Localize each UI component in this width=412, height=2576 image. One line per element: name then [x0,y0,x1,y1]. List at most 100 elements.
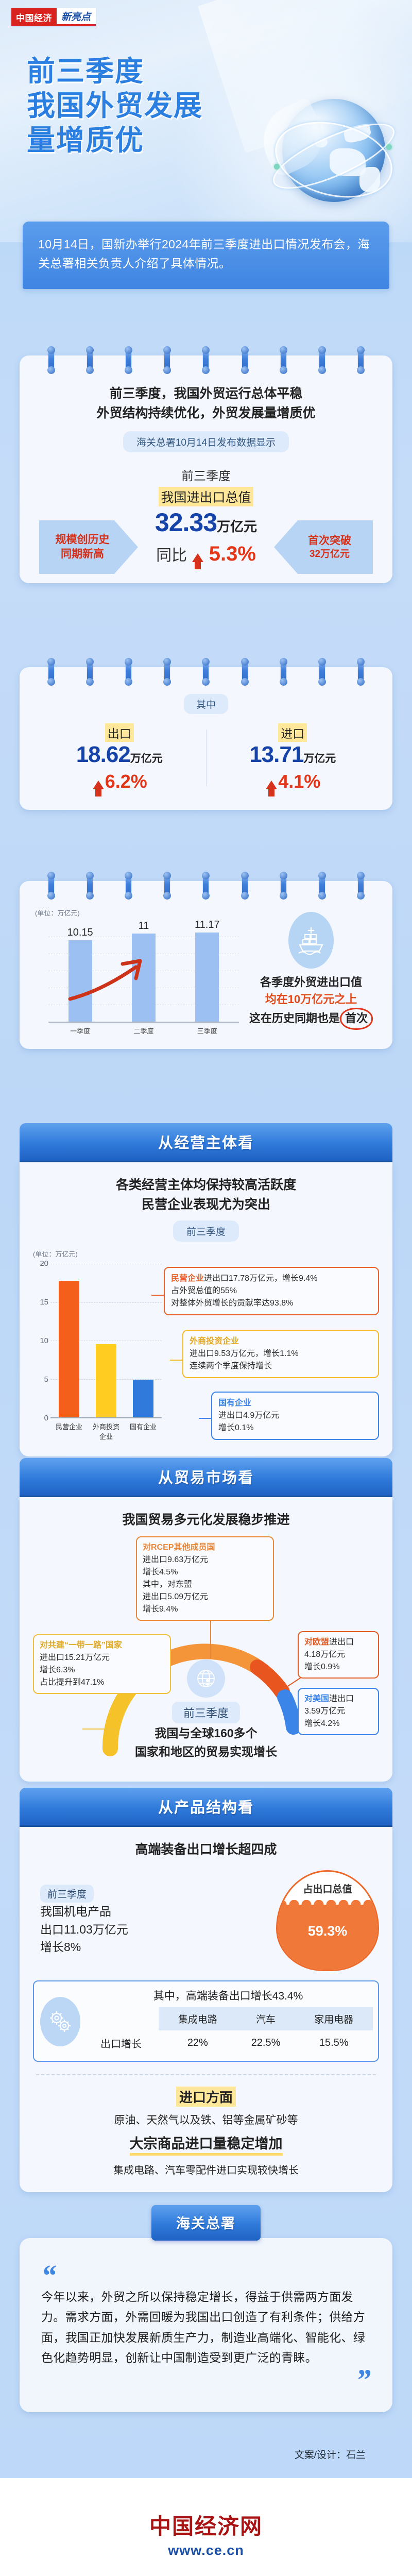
td-auto-value: 22.5% [251,2037,281,2048]
market-box-bri-l1: 进出口15.21万亿元 [40,1653,110,1662]
bar-q3-label: 11.17 [195,919,220,930]
quarterly-note-line1: 各季度外贸进出口值 [260,976,362,989]
section-customs: 海关总署 “ 今年以来，外贸之所以保持稳定增长，得益于供需两方面发力。需求方面，… [20,2205,392,2461]
bar-foreign-invested [96,1344,116,1417]
arrow-up-icon-import [266,781,278,796]
entities-callouts: 民营企业进出口17.78万亿元，增长9.4% 占外贸总值的55% 对整体外贸增长… [151,1264,379,1441]
quarterly-chart-card: (单位：万亿元) 10.15 11 11.17 [20,872,392,1049]
gears-icon [40,1996,80,2046]
quarterly-note-mark: 首次 [340,1008,373,1030]
footer-url[interactable]: www.ce.cn [168,2543,244,2558]
th-blank [83,2007,159,2030]
quote-open-icon: “ [41,2259,56,2292]
overview-total-value: 32.33 [154,508,217,537]
market-box-rcep: 对RCEP其他成员国 进出口9.63万亿元 增长4.5% 其中，对东盟 进出口5… [136,1536,274,1621]
callout-foreign-lead: 外商投资企业 [190,1337,239,1346]
footer-logo: 中国经济网 [149,2515,263,2539]
overview-metric-label: 我国进出口总值 [159,487,253,506]
globe-people-icon [187,1659,225,1698]
export-label: 出口 [105,723,134,742]
market-box-us-l2: 增长4.2% [304,1719,340,1728]
arrow-up-icon-export [92,781,104,796]
hero-banner: 中国经济 新亮点 前三季度 我国外贸发展 量增质优 [0,0,412,242]
market-box-us: 对美国进出口 3.59万亿元 增长4.2% [298,1687,379,1735]
callout-state-line3: 增长0.1% [218,1423,254,1432]
products-left-pill: 前三季度 [40,1884,94,1903]
import-bold: 大宗商品进口量稳定增加 [129,2132,283,2156]
th-auto: 汽车 [236,2007,295,2030]
entities-pill: 前三季度 [173,1221,239,1242]
import-block-products: 进口方面 原油、天然气以及铁、铝等金属矿砂等 大宗商品进口量稳定增加 集成电路、… [33,2086,379,2177]
overview-title-line2: 外贸结构持续优化，外贸发展量增质优 [96,405,316,420]
xtick-private: 民营企业 [55,1423,82,1431]
xtick-q3: 三季度 [197,1027,217,1035]
market-box-bri-lead: 对共建“一带一路”国家 [40,1640,123,1650]
import-label: 进口 [278,723,307,742]
xtick-q1: 一季度 [70,1027,91,1035]
callout-state-line2: 进出口4.9万亿元 [218,1411,280,1420]
market-box-bri-l3: 占比提升到47.1% [40,1677,105,1687]
section-products-header: 从产品结构看 [20,1788,392,1827]
customs-quote-text: 今年以来，外贸之所以保持稳定增长，得益于供需两方面发力。需求方面，外需回暖为我国… [41,2290,366,2365]
quarterly-note: 各季度外贸进出口值 均在10万亿元之上 这在历史同期也是 首次 [245,908,377,1030]
orbit-dot-2 [386,144,392,150]
ytick-5: 5 [44,1375,48,1384]
chart-plot-area: 10.15 11 11.17 [48,919,239,1023]
market-center-note: 前三季度 我国与全球160多个 国家和地区的贸易实现增长 [98,1659,314,1761]
entities-x-axis: 民营企业 外商投资企业 国有企业 [50,1421,162,1441]
brand-badge-red: 中国经济 [11,8,57,26]
overview-card: 前三季度，我国外贸运行总体平稳 外贸结构持续优化，外贸发展量增质优 海关总署10… [20,346,392,583]
overview-yoy-value: 5.3% [209,543,256,565]
td-ic-value: 22% [187,2037,208,2048]
market-box-eu-l2: 增长0.9% [304,1662,340,1671]
site-footer: 中国经济网 www.ce.cn [0,2478,412,2576]
chart-unit-label: (单位：万亿元) [35,909,80,917]
quote-close-icon: ” [356,2363,371,2397]
wing-right-line1: 首次突破 [308,534,351,547]
globe-illustration [251,87,403,225]
export-share-gauge: 占出口总值 59.3% [276,1870,379,1971]
td-row-label: 出口增长 [100,2038,142,2050]
callout-state: 国有企业 进出口4.9万亿元 增长0.1% [199,1392,379,1440]
import-heading: 进口方面 [176,2086,236,2107]
egg-shell [276,1870,379,1971]
section-market: 从贸易市场看 我国贸易多元化发展稳步推进 对RCEP其他成员 [20,1458,392,1782]
quarterly-note-line2: 均在10万亿元之上 [265,993,357,1006]
export-import-card: 其中 出口 18.62万亿元 6.2% 进口 13.71万亿元 4.1% [20,658,392,810]
market-title: 我国贸易多元化发展稳步推进 [122,1513,290,1527]
callout-private-line3: 对整体外贸增长的贡献率达93.8% [171,1299,294,1308]
high-end-equipment-table: 其中，高端装备出口增长43.4% 集成电路 汽车 家用电器 [33,1980,379,2062]
market-box-rcep-l3: 其中，对东盟 [143,1580,193,1589]
total-value-block: 规模创历史 同期新高 首次突破 32万亿元 前三季度 我国进出口总值 32.33… [33,466,379,574]
table-header-row: 集成电路 汽车 家用电器 [83,2007,373,2030]
th-ic: 集成电路 [159,2007,237,2030]
section-entities-header: 从经营主体看 [20,1123,392,1162]
bar-state-owned [133,1380,153,1417]
egg-fill [278,1900,377,1970]
xtick-state: 国有企业 [129,1423,157,1431]
products-top-row: 前三季度 我国机电产品 出口11.03万亿元 增长8% 占出口总值 59.3% [33,1870,379,1971]
wing-right-line2: 32万亿元 [309,549,350,560]
wing-left-line1: 规模创历史 [55,534,110,546]
egg-percentage: 59.3% [307,1923,348,1939]
export-value: 18.62 [76,742,131,767]
orbit-dot-1 [274,164,280,170]
ytick-15: 15 [40,1298,48,1307]
market-center-pill: 前三季度 [171,1701,240,1723]
overview-yoy-label: 同比 [156,547,187,564]
market-box-bri: 对共建“一带一路”国家 进出口15.21万亿元 增长6.3% 占比提升到47.1… [33,1634,171,1694]
market-box-us-lead-rest: 进出口 [329,1694,354,1703]
entities-bar-chart: 20 15 10 5 0 民营企业 [33,1259,379,1441]
badge-record-high: 规模创历史 同期新高 [39,520,138,574]
bar-private-enterprises [59,1281,79,1417]
market-box-rcep-lead: 对RCEP其他成员国 [143,1543,215,1552]
overview-title: 前三季度，我国外贸运行总体平稳 外贸结构持续优化，外贸发展量增质优 海关总署10… [33,384,379,452]
hero-line-1: 前三季度 [27,55,145,87]
products-left-line1: 我国机电产品 [40,1904,111,1918]
market-center-line2: 国家和地区的贸易实现增长 [135,1745,277,1759]
products-left-line3: 增长8% [40,1940,81,1954]
page-title: 前三季度 我国外贸发展 量增质优 [27,54,203,158]
bar-q2-label: 11 [138,920,149,932]
market-donut-diagram: 对RCEP其他成员国 进出口9.63万亿元 增长4.5% 其中，对东盟 进出口5… [33,1533,379,1770]
brand-badge-blue: 新亮点 [57,8,96,26]
